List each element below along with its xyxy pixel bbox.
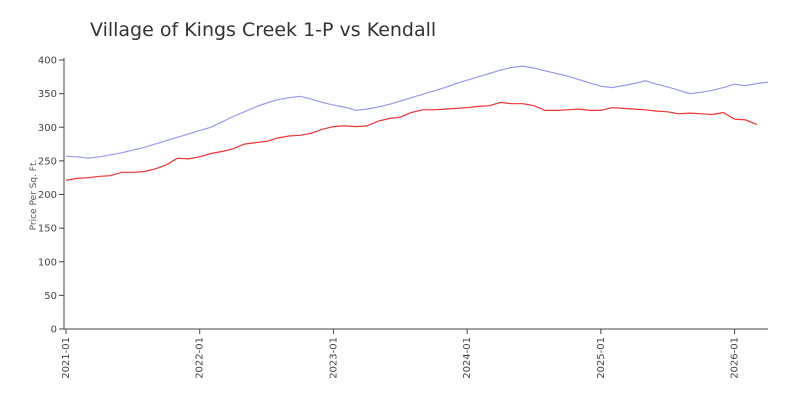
x-tick-label: 2025-01 <box>596 337 607 379</box>
y-tick-label: 300 <box>38 123 57 134</box>
series-layer <box>65 65 769 181</box>
series-line-1 <box>65 65 769 159</box>
x-axis: 2021-01 2022-01 2023-01 2024-01 2025-01 2026-… <box>61 328 768 379</box>
x-tick-label: 2021-01 <box>61 337 72 379</box>
x-tick-label: 2022-01 <box>195 337 206 379</box>
y-tick-label: 100 <box>38 257 57 268</box>
y-axis: 0 50 100 150 200 250 300 350 400 <box>38 56 65 336</box>
series-line-2 <box>65 101 758 181</box>
x-tick-label: 2026-01 <box>730 337 741 379</box>
y-tick-label: 200 <box>38 190 57 201</box>
x-tick-label: 2023-01 <box>328 337 339 379</box>
y-axis-label: Price Per Sq. Ft. <box>29 160 39 231</box>
y-tick-label: 50 <box>44 291 57 302</box>
y-tick-label: 400 <box>38 56 57 67</box>
y-tick-label: 350 <box>38 89 57 100</box>
y-tick-label: 150 <box>38 224 57 235</box>
chart-title: Village of Kings Creek 1-P vs Kendall <box>90 19 436 41</box>
x-tick-label: 2024-01 <box>462 337 473 379</box>
y-tick-label: 0 <box>51 325 57 336</box>
y-tick-label: 250 <box>38 156 57 167</box>
